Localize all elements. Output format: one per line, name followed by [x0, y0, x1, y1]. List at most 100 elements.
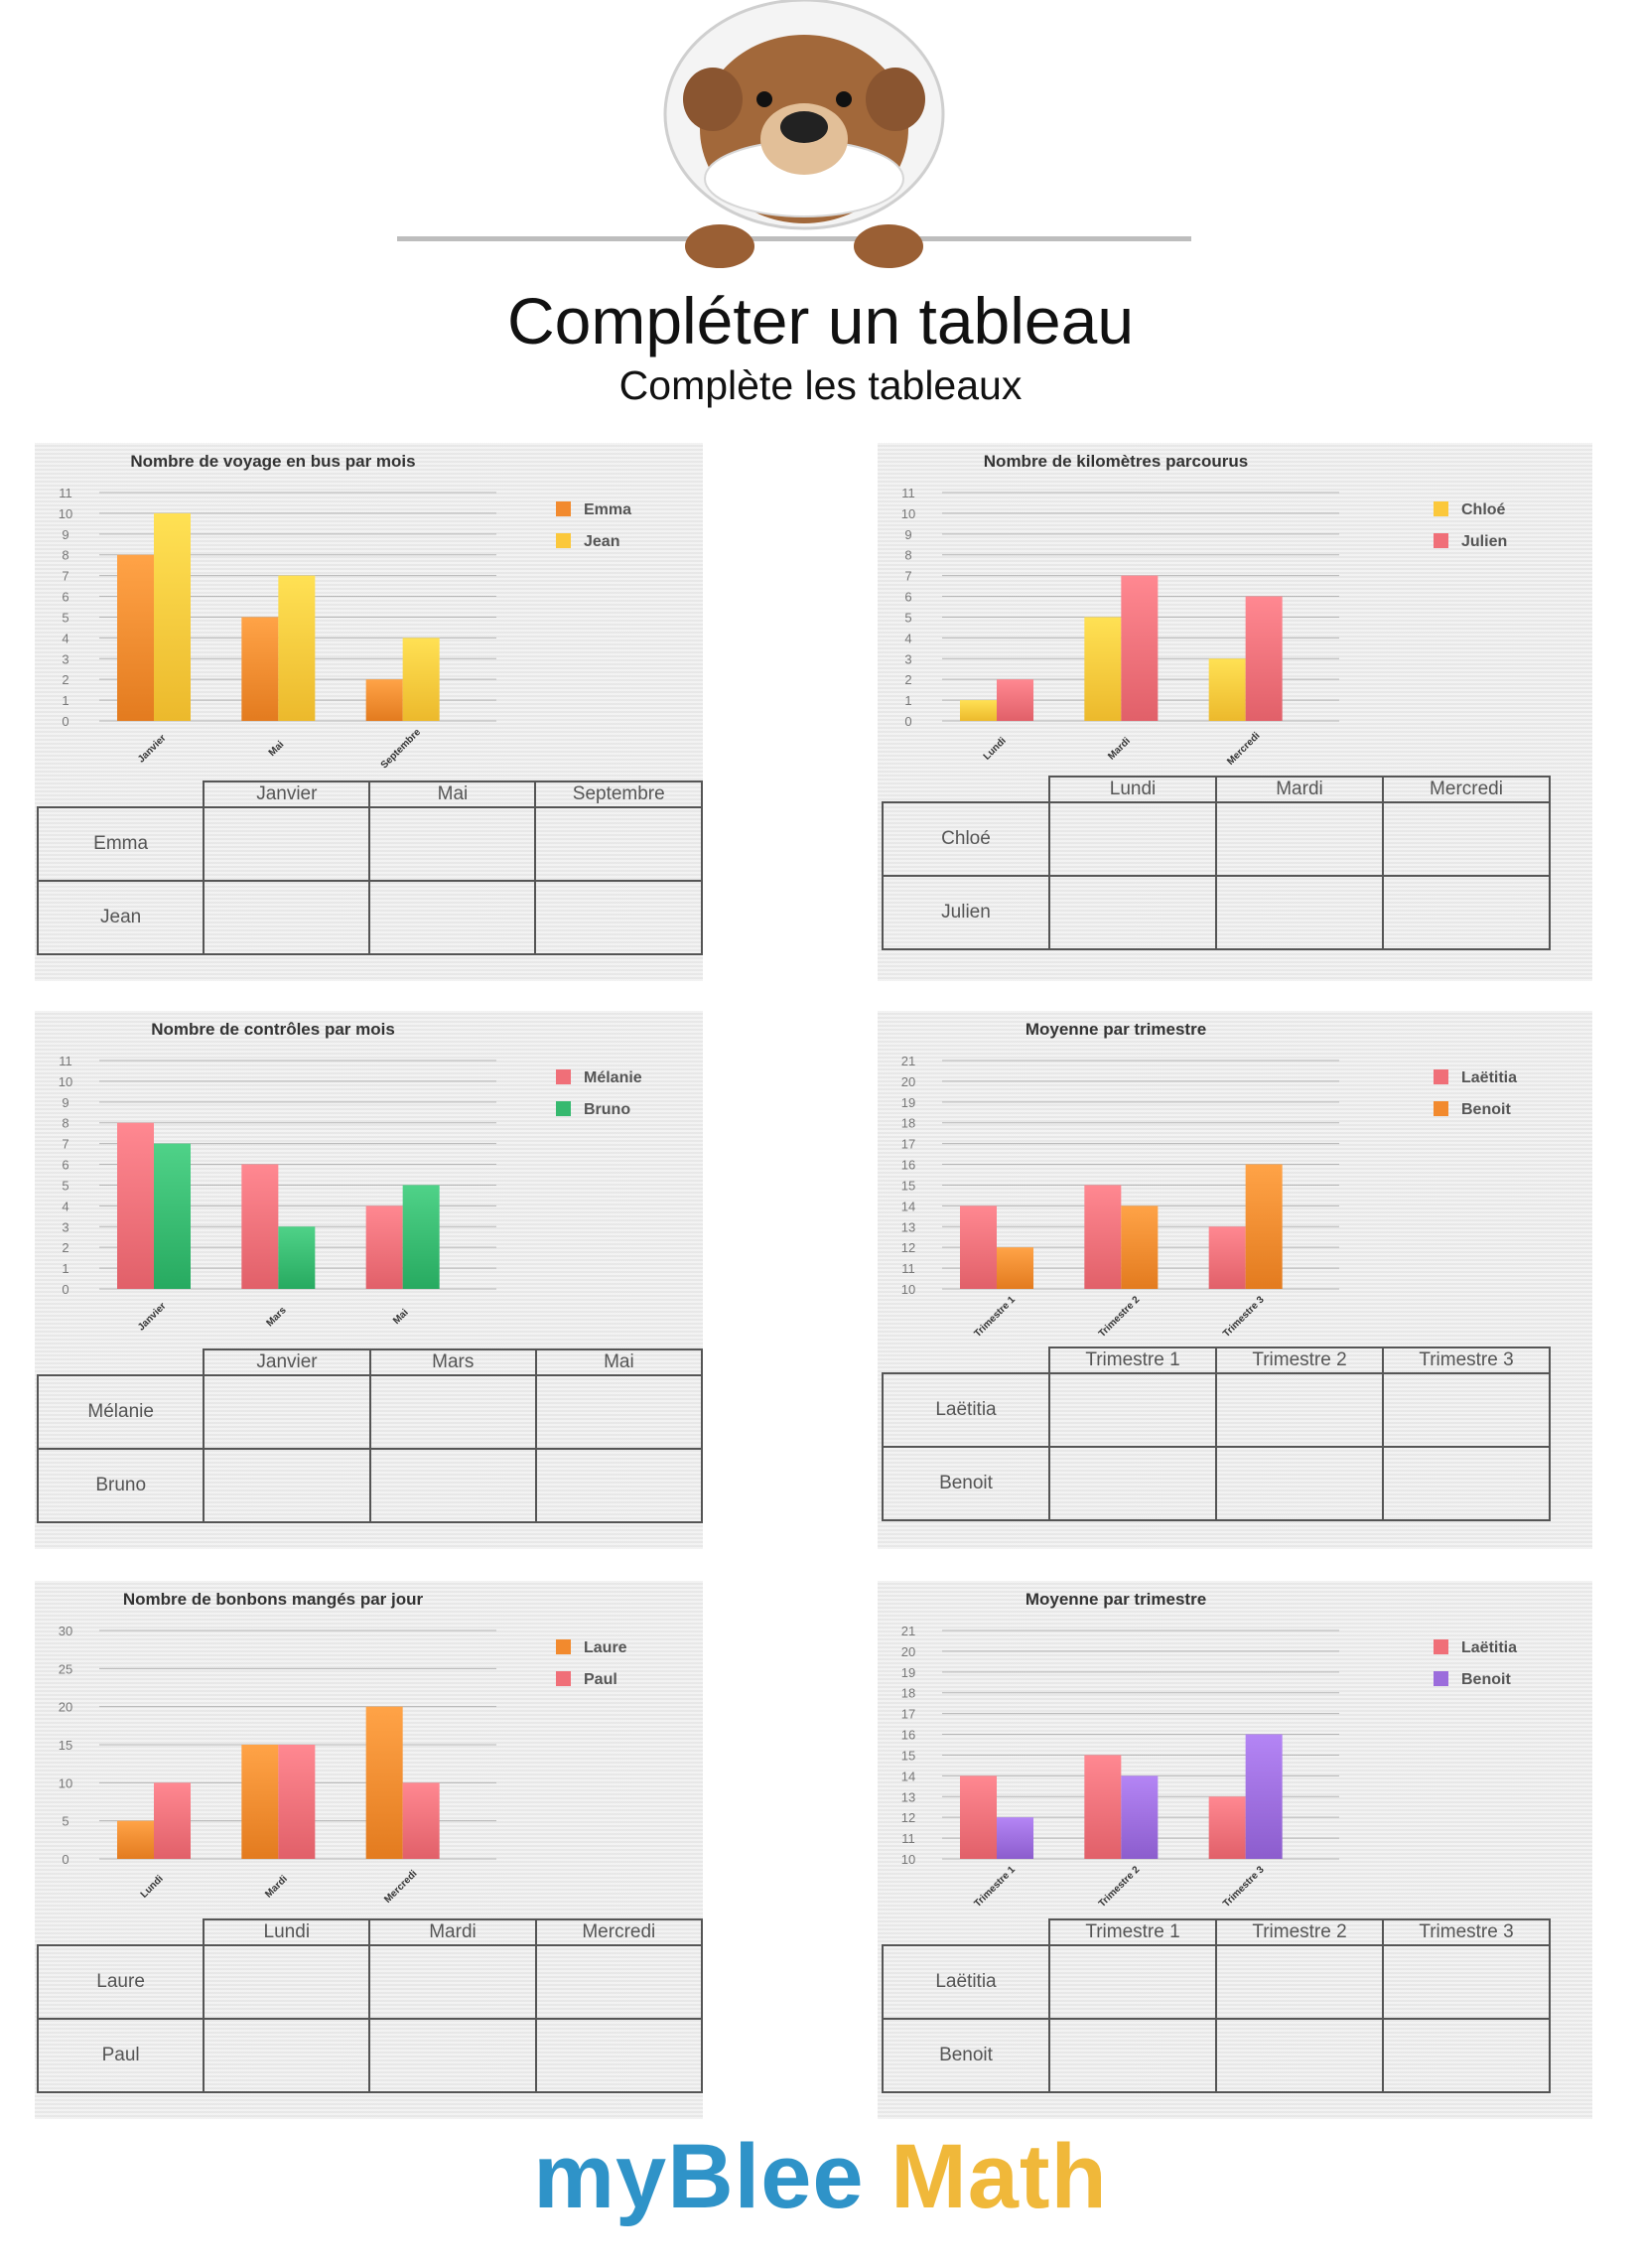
y-tick-label: 16 [901, 1158, 915, 1173]
answer-cell[interactable] [534, 1374, 704, 1450]
table-row: Benoit [882, 1446, 1551, 1521]
answer-cell[interactable] [368, 1944, 537, 2020]
y-tick-label: 13 [901, 1789, 915, 1804]
legend-label: Mélanie [584, 1069, 642, 1086]
table-column-header: Mercredi [1382, 776, 1551, 803]
answer-cell[interactable] [1048, 801, 1217, 877]
answer-cell[interactable] [1048, 1944, 1217, 2020]
bar-Julien-Lundi [997, 679, 1033, 721]
answer-cell[interactable] [1215, 1446, 1384, 1521]
legend-label: Emma [584, 501, 631, 518]
table-row-header: Laëtitia [882, 1372, 1050, 1448]
y-tick-label: 10 [59, 1775, 72, 1790]
answer-cell[interactable] [1382, 801, 1551, 877]
answer-cell[interactable] [534, 806, 703, 882]
bar-Jean-Janvier [154, 512, 191, 721]
y-tick-label: 3 [62, 651, 68, 666]
legend-swatch [556, 1101, 571, 1116]
y-tick-label: 8 [62, 548, 68, 563]
table-row-header: Benoit [882, 2018, 1050, 2093]
x-tick-label: Trimestre 2 [1097, 1294, 1143, 1340]
answer-table-6: Trimestre 1 Trimestre 2 Trimestre 3 Laëtiti… [882, 1918, 1551, 2093]
answer-cell[interactable] [368, 2018, 537, 2093]
legend-swatch [1434, 1101, 1448, 1116]
answer-cell[interactable] [1215, 2018, 1384, 2093]
answer-cell[interactable] [1048, 1372, 1217, 1448]
y-tick-label: 2 [62, 672, 68, 687]
answer-cell[interactable] [1215, 875, 1384, 950]
answer-cell[interactable] [1382, 1944, 1551, 2020]
exercise-panel-4: Moyenne par trimestre 10 11 12 13 14 15 16 17 18 1… [878, 1011, 1592, 1549]
y-tick-label: 0 [62, 714, 68, 729]
answer-cell[interactable] [1048, 875, 1217, 950]
answer-cell[interactable] [1215, 801, 1384, 877]
table-column-header: Trimestre 2 [1215, 1918, 1384, 1946]
bar-Benoit-Trimestre 1 [997, 1817, 1033, 1859]
y-tick-label: 1 [62, 693, 68, 708]
answer-cell[interactable] [368, 880, 537, 955]
y-tick-label: 12 [901, 1240, 915, 1255]
bar-Laëtitia-Trimestre 2 [1084, 1185, 1122, 1289]
answer-cell[interactable] [1048, 1446, 1217, 1521]
y-tick-label: 19 [901, 1665, 915, 1680]
answer-cell[interactable] [534, 1448, 704, 1523]
y-tick-label: 5 [62, 610, 68, 625]
exercise-panel-3: Nombre de contrôles par mois 0 1 2 3 4 5 6 7 8 9 10… [35, 1011, 704, 1549]
answer-cell[interactable] [203, 1448, 371, 1523]
table-column-header: Mai [534, 1348, 704, 1376]
answer-cell[interactable] [534, 2018, 704, 2093]
bar-Bruno-Janvier [154, 1143, 191, 1289]
x-tick-label: Mardi [263, 1874, 290, 1901]
bar-Benoit-Trimestre 3 [1245, 1734, 1283, 1859]
answer-cell[interactable] [534, 1944, 704, 2020]
exercise-panel-5: Nombre de bonbons mangés par jour 0 5 10 15 2… [35, 1581, 704, 2119]
y-tick-label: 25 [59, 1661, 72, 1676]
answer-cell[interactable] [368, 1448, 537, 1523]
answer-cell[interactable] [203, 2018, 371, 2093]
answer-cell[interactable] [1048, 2018, 1217, 2093]
bar-Emma-Septembre [365, 679, 403, 721]
bar-Julien-Mardi [1121, 575, 1159, 721]
y-tick-label: 7 [904, 569, 911, 584]
answer-cell[interactable] [1215, 1372, 1384, 1448]
y-tick-label: 15 [901, 1178, 915, 1193]
answer-table-5: Lundi Mardi Mercredi Laure Paul [36, 1918, 704, 2093]
y-tick-label: 4 [904, 631, 911, 645]
y-tick-label: 11 [901, 1261, 915, 1276]
bar-Benoit-Trimestre 2 [1121, 1205, 1159, 1289]
legend-swatch [556, 533, 571, 548]
y-tick-label: 3 [904, 651, 911, 666]
table-column-header: Trimestre 3 [1382, 1347, 1551, 1374]
bar-chart-5: Nombre de bonbons mangés par jour 0 5 10 15 2… [59, 1590, 627, 1906]
y-tick-label: 5 [62, 1814, 68, 1829]
bar-Laëtitia-Trimestre 3 [1208, 1796, 1246, 1859]
y-tick-label: 12 [901, 1810, 915, 1825]
answer-cell[interactable] [368, 1374, 537, 1450]
bar-Laëtitia-Trimestre 1 [960, 1775, 997, 1859]
answer-cell[interactable] [203, 806, 371, 882]
answer-cell[interactable] [368, 806, 537, 882]
answer-cell[interactable] [1382, 2018, 1551, 2093]
answer-cell[interactable] [1382, 1372, 1551, 1448]
y-tick-label: 10 [59, 506, 72, 521]
answer-cell[interactable] [203, 1944, 371, 2020]
answer-cell[interactable] [534, 880, 703, 955]
answer-cell[interactable] [1215, 1944, 1384, 2020]
chart-title: Nombre de kilomètres parcourus [984, 452, 1248, 471]
table-column-header: Trimestre 3 [1382, 1918, 1551, 1946]
bar-Mélanie-Janvier [117, 1122, 154, 1289]
y-tick-label: 18 [901, 1116, 915, 1131]
page-title: Compléter un tableau [506, 284, 1135, 357]
bar-Benoit-Trimestre 1 [997, 1247, 1033, 1289]
table-corner [883, 1347, 1049, 1373]
answer-cell[interactable] [1382, 1446, 1551, 1521]
answer-cell[interactable] [203, 1374, 371, 1450]
page-subtitle: Complète les tableaux [618, 362, 1023, 408]
table-column-header: Mardi [368, 1918, 537, 1946]
answer-cell[interactable] [1382, 875, 1551, 950]
logo-text-math: Math [890, 2126, 1108, 2227]
bar-Bruno-Mars [278, 1226, 316, 1289]
y-tick-label: 6 [62, 590, 68, 605]
bar-Laëtitia-Trimestre 3 [1208, 1226, 1246, 1289]
answer-cell[interactable] [203, 880, 371, 955]
